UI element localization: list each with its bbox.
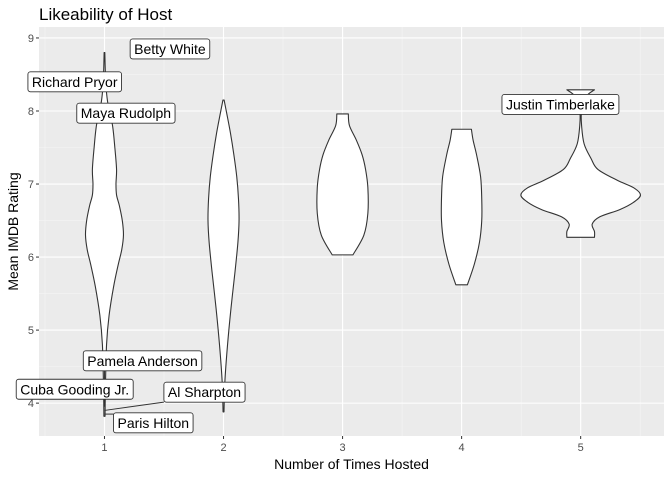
annotation-label: Maya Rudolph: [76, 102, 176, 124]
x-axis-title: Number of Times Hosted: [274, 456, 429, 472]
y-tick-label: 7: [28, 179, 34, 191]
x-tick-label: 3: [340, 442, 346, 454]
y-axis-title: Mean IMDB Rating: [5, 172, 21, 290]
annotation-label: Betty White: [129, 38, 211, 60]
x-axis: 1 2 3 4 5: [101, 436, 584, 454]
y-tick-label: 5: [28, 325, 34, 337]
annotation-text: Richard Pryor: [32, 74, 118, 90]
annotation-box: [82, 350, 203, 372]
annotation-text: Betty White: [134, 41, 206, 57]
annotation-box: [27, 71, 122, 93]
x-tick-label: 4: [459, 442, 465, 454]
x-tick-label: 1: [101, 442, 107, 454]
violin-3: [316, 113, 369, 256]
violin-1: [84, 52, 125, 417]
annotation-text: Maya Rudolph: [81, 105, 171, 121]
annotation-text: Paris Hilton: [117, 415, 189, 431]
annotation-text: Pamela Anderson: [87, 353, 198, 369]
annotation-box: [15, 378, 134, 400]
annotation-label: Paris Hilton: [113, 412, 194, 434]
annotation-label: Al Sharpton: [163, 381, 246, 403]
x-tick-label: 5: [578, 442, 584, 454]
annotation-box: [113, 412, 194, 434]
annotation-box: [76, 102, 176, 124]
annotation-label: Justin Timberlake: [501, 93, 620, 115]
y-tick-label: 8: [28, 106, 34, 118]
violin-4: [440, 128, 483, 286]
y-tick-label: 4: [28, 398, 34, 410]
annotation-box: [501, 93, 620, 115]
annotation-label: Cuba Gooding Jr.: [15, 378, 134, 400]
y-axis: 4 5 6 7 8 9: [28, 33, 39, 410]
y-tick-label: 9: [28, 33, 34, 45]
violin-2: [207, 99, 240, 413]
annotation-text: Al Sharpton: [168, 384, 241, 400]
annotation-text: Justin Timberlake: [506, 96, 615, 112]
annotation-box: [129, 38, 211, 60]
violin-5: [520, 89, 642, 238]
annotation-label: Richard Pryor: [27, 71, 122, 93]
x-tick-label: 2: [220, 442, 226, 454]
chart-title: Likeability of Host: [39, 5, 173, 24]
annotation-label: Pamela Anderson: [82, 350, 203, 372]
annotation-text: Cuba Gooding Jr.: [20, 381, 129, 397]
y-tick-label: 6: [28, 252, 34, 264]
annotation-leader: [104, 401, 164, 411]
violins: [84, 52, 642, 417]
annotation-box: [163, 381, 246, 403]
annotations: Betty White Richard Pryor Maya Rudolph Pame…: [15, 38, 620, 434]
